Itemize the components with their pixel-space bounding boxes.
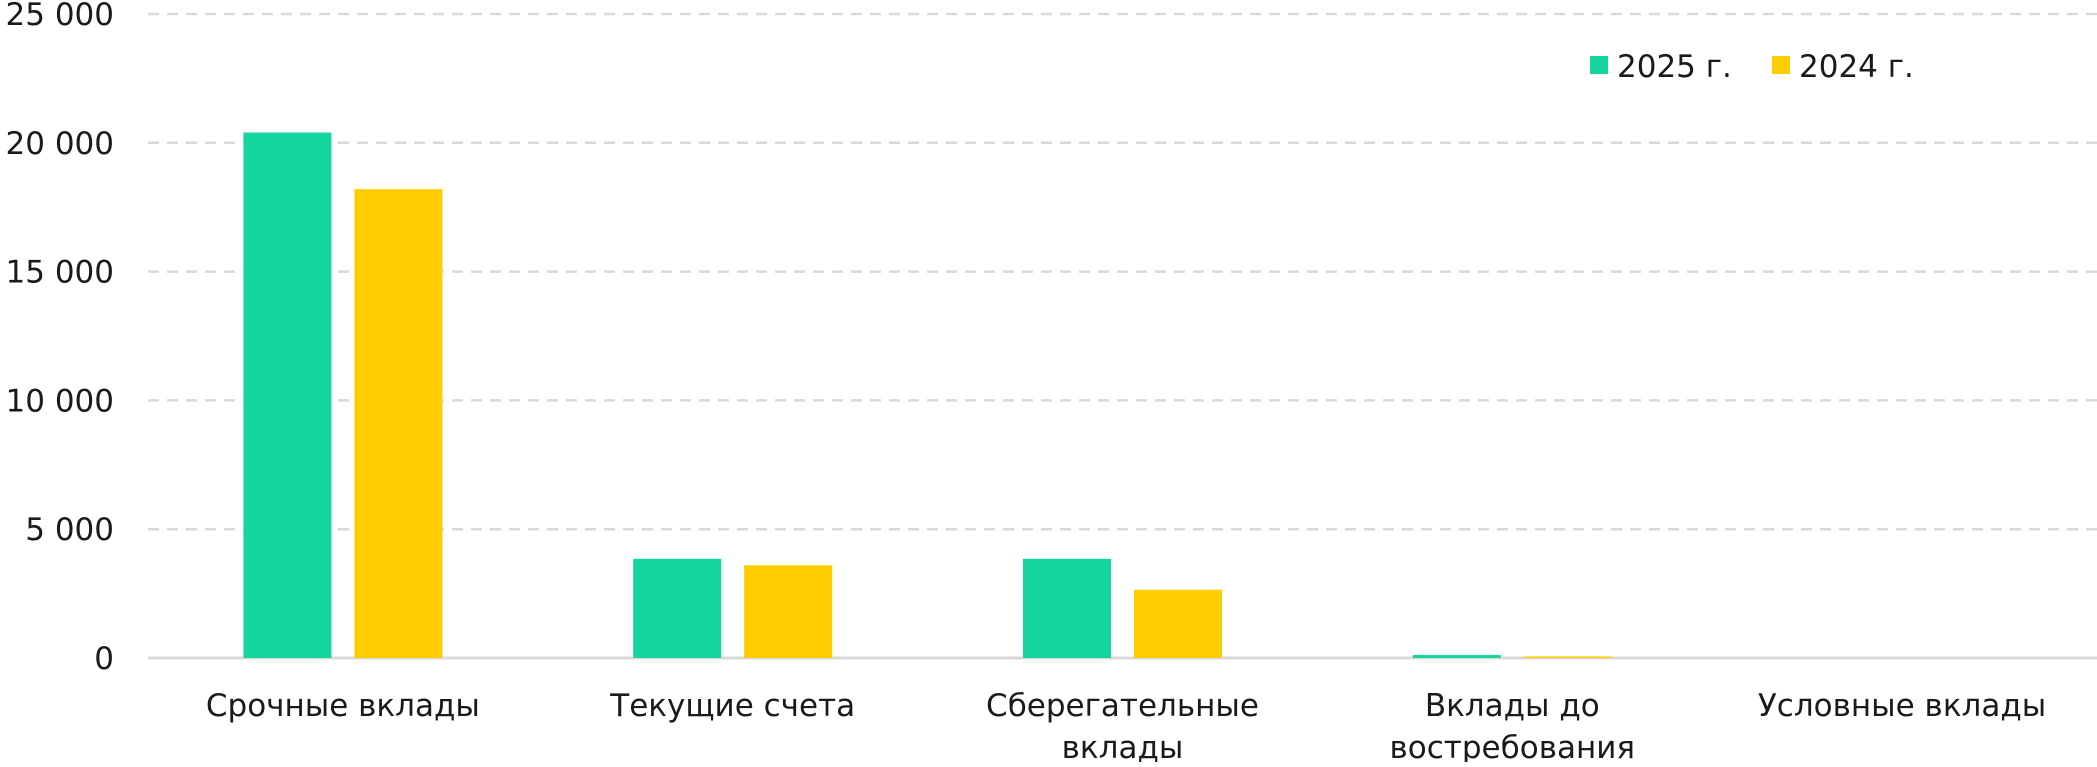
- x-tick-label: Срочные вклады: [206, 688, 480, 724]
- legend-label: 2024 г.: [1799, 49, 1914, 85]
- bar: [243, 132, 332, 659]
- x-tick-label: Текущие счета: [609, 688, 855, 724]
- bar: [1523, 656, 1612, 658]
- y-tick-label: 0: [94, 641, 114, 677]
- y-tick-label: 20 000: [6, 126, 114, 162]
- x-axis-tick-labels: Срочные вклады Текущие счета Сберегательны…: [206, 688, 2046, 766]
- bar: [633, 558, 722, 658]
- y-tick-label: 10 000: [6, 383, 114, 419]
- x-tick-label: Сберегательные: [986, 688, 1259, 724]
- bars: [243, 132, 1612, 659]
- legend-swatch: [1590, 56, 1608, 74]
- x-tick-label: Условные вклады: [1758, 688, 2046, 724]
- y-tick-label: 25 000: [6, 0, 114, 33]
- x-tick-label: Вклады до: [1425, 688, 1600, 724]
- legend-label: 2025 г.: [1617, 49, 1732, 85]
- legend: 2025 г. 2024 г.: [1590, 49, 1914, 85]
- bar: [744, 565, 833, 658]
- y-tick-label: 15 000: [6, 255, 114, 291]
- y-tick-label: 5 000: [25, 512, 114, 548]
- x-tick-label: вклады: [1062, 730, 1184, 762]
- bar: [1134, 589, 1222, 658]
- legend-swatch: [1772, 56, 1790, 74]
- y-axis-tick-labels: 0 5 000 10 000 15 000 20 000 25 000: [6, 0, 114, 677]
- x-tick-label: востребования: [1390, 730, 1636, 762]
- bar: [1023, 558, 1111, 658]
- bar: [1412, 654, 1501, 658]
- bar: [354, 189, 443, 658]
- grid-lines: [148, 12, 2097, 660]
